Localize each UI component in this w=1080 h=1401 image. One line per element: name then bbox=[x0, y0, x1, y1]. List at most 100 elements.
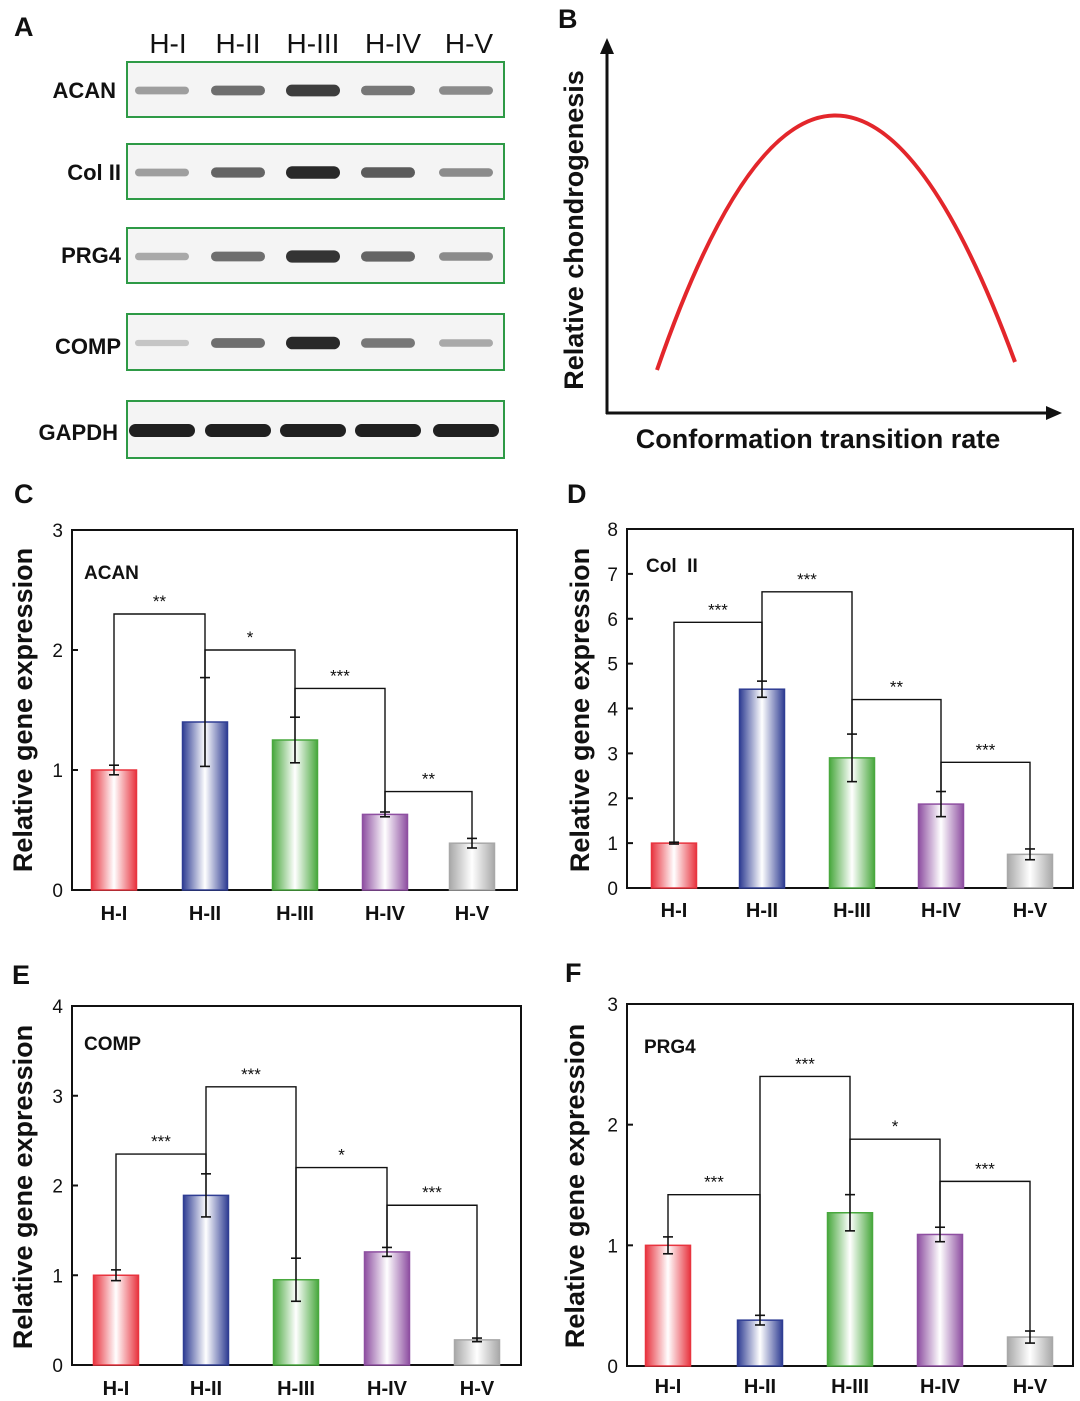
blot-band-comp-lane5 bbox=[439, 339, 493, 347]
lane-labels: H-I H-II H-III H-IV H-V bbox=[149, 28, 493, 59]
panel-f-bar-2 bbox=[736, 1319, 784, 1367]
panel-f-bar-4 bbox=[916, 1233, 964, 1367]
panel-e-ytick-label-2: 2 bbox=[52, 1177, 63, 1198]
panel-b-y-arrowhead bbox=[600, 38, 614, 54]
panel-d-sig-label-3: ** bbox=[890, 678, 904, 697]
chondrogenesis-curve bbox=[655, 113, 1017, 371]
blot-band-acan-lane5 bbox=[439, 86, 493, 95]
lane-label-h5: H-V bbox=[445, 28, 494, 59]
panel-c-bar-5 bbox=[448, 842, 496, 891]
panel-c-gene-label: ACAN bbox=[84, 563, 139, 584]
panel-e-category-3: H-III bbox=[277, 1378, 315, 1400]
panel-d-ytick-label-4: 4 bbox=[607, 700, 618, 721]
panel-f-sig-label-1: *** bbox=[704, 1173, 724, 1192]
panel-c-sig-bracket-3 bbox=[294, 687, 386, 812]
blot-band-gapdh-lane3 bbox=[280, 424, 346, 437]
panel-f-sig-bracket-2 bbox=[759, 1075, 851, 1316]
blot-row-label-prg4: PRG4 bbox=[61, 243, 122, 268]
blot-band-comp-lane1 bbox=[135, 339, 189, 347]
blot-band-col2-lane1 bbox=[135, 168, 189, 177]
panel-c-sig-label-2: * bbox=[247, 628, 254, 647]
blot-band-col2-lane4 bbox=[361, 167, 415, 178]
panel-c-ytick-label-3: 3 bbox=[52, 521, 63, 542]
panel-e-gene-label: COMP bbox=[84, 1034, 141, 1055]
blot-band-prg4-lane5 bbox=[439, 252, 493, 261]
panel-e-bar-4 bbox=[363, 1251, 411, 1366]
panel-c-sig-bracket-4 bbox=[384, 790, 473, 839]
panel-d-category-1: H-I bbox=[661, 900, 688, 922]
blot-rows: ACAN Col II PRG4 COMP GAPDH bbox=[39, 61, 505, 459]
panel-f-letter: F bbox=[565, 958, 582, 988]
blot-band-prg4-lane1 bbox=[135, 252, 189, 261]
panel-f-category-2: H-II bbox=[744, 1376, 776, 1398]
blot-band-comp-lane4 bbox=[361, 338, 415, 348]
blot-row-label-gapdh: GAPDH bbox=[39, 420, 118, 445]
panel-c-sig-label-4: ** bbox=[422, 770, 436, 789]
panel-d-y-label: Relative gene expression bbox=[565, 548, 595, 872]
panel-a-letter: A bbox=[14, 12, 34, 42]
blot-band-gapdh-lane5 bbox=[433, 424, 499, 437]
panel-f-sig-label-4: *** bbox=[975, 1159, 995, 1178]
panel-d-ytick-label-6: 6 bbox=[607, 610, 618, 631]
panel-e-bar-2 bbox=[182, 1194, 230, 1366]
panel-f: F Relative gene expression PRG4 0 1 2 3 H-I H… bbox=[560, 958, 1074, 1398]
blot-band-acan-lane3 bbox=[286, 84, 340, 97]
panel-f-category-4: H-IV bbox=[920, 1376, 961, 1398]
panel-c-category-2: H-II bbox=[189, 903, 221, 925]
panel-e-bar-5 bbox=[453, 1339, 501, 1366]
panel-c-sig-label-1: ** bbox=[153, 592, 167, 611]
panel-b-y-label: Relative chondrogenesis bbox=[559, 70, 589, 390]
panel-d-category-4: H-IV bbox=[921, 900, 962, 922]
panel-d-category-3: H-III bbox=[833, 900, 871, 922]
panel-d-ytick-label-1: 1 bbox=[607, 834, 618, 855]
panel-c: C Relative gene expression ACAN 0 1 2 3 H-I H… bbox=[8, 479, 518, 925]
blot-band-gapdh-lane1 bbox=[129, 424, 195, 437]
blot-row-label-col2: Col II bbox=[67, 160, 121, 185]
lane-label-h4: H-IV bbox=[365, 28, 421, 59]
panel-e-sig-label-2: *** bbox=[241, 1065, 261, 1084]
panel-d-sig-label-1: *** bbox=[708, 600, 728, 619]
blot-band-comp-lane2 bbox=[211, 338, 265, 348]
panel-d-ytick-label-5: 5 bbox=[607, 655, 618, 676]
panel-c-sig-bracket-2 bbox=[204, 649, 296, 718]
panel-d-ytick-label-2: 2 bbox=[607, 789, 618, 810]
panel-c-category-1: H-I bbox=[101, 903, 128, 925]
lane-label-h2: H-II bbox=[215, 28, 260, 59]
blot-band-col2-lane3 bbox=[286, 166, 340, 179]
panel-d-bar-4 bbox=[917, 803, 965, 889]
blot-band-prg4-lane4 bbox=[361, 251, 415, 262]
blot-band-prg4-lane3 bbox=[286, 250, 340, 263]
panel-c-ytick-label-2: 2 bbox=[52, 641, 63, 662]
panel-f-sig-label-2: *** bbox=[795, 1054, 815, 1073]
panel-e-ytick-label-1: 1 bbox=[52, 1266, 63, 1287]
panel-d-sig-bracket-2 bbox=[761, 591, 853, 735]
panel-e-category-4: H-IV bbox=[367, 1378, 408, 1400]
panel-d-sig-bracket-4 bbox=[940, 761, 1031, 849]
blot-band-acan-lane4 bbox=[361, 85, 415, 96]
panel-d-bar-1 bbox=[650, 842, 698, 889]
panel-e-sig-bracket-4 bbox=[386, 1204, 478, 1339]
panel-d-sig-label-2: *** bbox=[797, 570, 817, 589]
blot-band-comp-lane3 bbox=[286, 336, 340, 350]
panel-d-ytick-label-3: 3 bbox=[607, 744, 618, 765]
lane-label-h3: H-III bbox=[287, 28, 340, 59]
blot-band-gapdh-lane2 bbox=[205, 424, 271, 437]
panel-e-sig-label-3: * bbox=[338, 1146, 345, 1165]
panel-e-sig-label-1: *** bbox=[151, 1132, 171, 1151]
panel-d-ytick-label-8: 8 bbox=[607, 520, 618, 541]
panel-f-category-5: H-V bbox=[1013, 1376, 1048, 1398]
panel-d-gene-label: Col II bbox=[646, 556, 698, 577]
blot-band-gapdh-lane4 bbox=[355, 424, 421, 437]
panel-c-letter: C bbox=[14, 479, 34, 509]
panel-a: A H-I H-II H-III H-IV H-V ACAN Col II PR… bbox=[14, 12, 505, 459]
panel-e-ytick-label-4: 4 bbox=[52, 997, 63, 1018]
panel-f-bar-3 bbox=[826, 1212, 874, 1367]
panel-e-category-1: H-I bbox=[103, 1378, 130, 1400]
panel-e-bar-1 bbox=[92, 1274, 140, 1366]
panel-d: D Relative gene expression Col II 0 1 2 3 4 5… bbox=[565, 479, 1074, 922]
panel-d-bar-2 bbox=[738, 688, 786, 889]
panel-d-sig-label-4: *** bbox=[976, 740, 996, 759]
